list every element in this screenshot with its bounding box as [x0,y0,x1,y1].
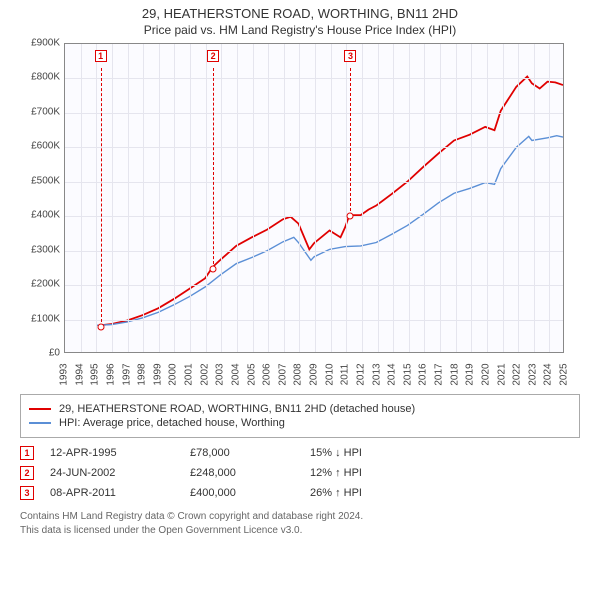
x-tick-label: 2003 [215,363,226,385]
x-tick-label: 2002 [199,363,210,385]
x-tick-label: 2000 [168,363,179,385]
sale-date: 12-APR-1995 [50,447,190,459]
x-tick-label: 2007 [277,363,288,385]
title-block: 29, HEATHERSTONE ROAD, WORTHING, BN11 2H… [0,0,600,39]
x-tick-label: 1999 [152,363,163,385]
x-tick-label: 2010 [324,363,335,385]
sale-row: 2 24-JUN-2002£248,00012% ↑ HPI [20,466,580,480]
x-tick-label: 1995 [90,363,101,385]
legend-item: HPI: Average price, detached house, Wort… [29,417,571,429]
y-tick-label: £500K [20,175,60,186]
sale-dot [210,265,217,272]
y-tick-label: £0 [20,348,60,359]
x-tick-label: 2008 [293,363,304,385]
sale-row: 3 08-APR-2011£400,00026% ↑ HPI [20,486,580,500]
x-tick-label: 2024 [543,363,554,385]
x-tick-label: 1994 [74,363,85,385]
x-tick-label: 2023 [527,363,538,385]
sale-delta: 15% ↓ HPI [310,447,430,459]
x-tick-label: 2018 [449,363,460,385]
legend-item: 29, HEATHERSTONE ROAD, WORTHING, BN11 2H… [29,403,571,415]
x-tick-label: 2004 [230,363,241,385]
y-tick-label: £900K [20,38,60,49]
sale-row: 1 12-APR-1995£78,00015% ↓ HPI [20,446,580,460]
sale-num: 2 [20,466,34,480]
y-tick-label: £300K [20,244,60,255]
x-tick-label: 1998 [137,363,148,385]
x-tick-label: 1997 [121,363,132,385]
x-tick-label: 2025 [559,363,570,385]
x-tick-label: 2022 [512,363,523,385]
sale-delta: 26% ↑ HPI [310,487,430,499]
y-tick-label: £400K [20,210,60,221]
sale-date: 08-APR-2011 [50,487,190,499]
footer-line1: Contains HM Land Registry data © Crown c… [20,510,580,524]
sale-price: £248,000 [190,467,310,479]
sale-dot [347,213,354,220]
y-axis-labels: £0£100K£200K£300K£400K£500K£600K£700K£80… [20,43,62,353]
legend: 29, HEATHERSTONE ROAD, WORTHING, BN11 2H… [20,394,580,438]
plot-area: 1 2 3 [64,43,564,353]
chart: £0 £100K £200K £300K £400K £500K £600K £700K £80… [20,43,580,388]
legend-swatch [29,422,51,424]
x-tick-label: 2006 [262,363,273,385]
y-tick-label: £600K [20,141,60,152]
sale-marker-line [101,68,102,327]
legend-swatch [29,408,51,410]
sale-price: £400,000 [190,487,310,499]
title-address: 29, HEATHERSTONE ROAD, WORTHING, BN11 2H… [0,6,600,21]
sale-marker-1: 1 [95,50,107,62]
x-tick-label: 1996 [105,363,116,385]
x-axis-labels: 1993199419951996199719981999200020012002… [64,355,564,389]
x-tick-label: 2013 [371,363,382,385]
y-tick-label: £200K [20,279,60,290]
sale-dot [97,324,104,331]
sale-price: £78,000 [190,447,310,459]
x-tick-label: 2011 [340,364,351,386]
x-tick-label: 2019 [465,363,476,385]
x-tick-label: 2021 [496,363,507,385]
x-tick-label: 2020 [480,363,491,385]
x-tick-label: 2017 [434,363,445,385]
sale-num: 1 [20,446,34,460]
x-tick-label: 1993 [59,363,70,385]
sale-date: 24-JUN-2002 [50,467,190,479]
legend-label: HPI: Average price, detached house, Wort… [59,417,285,429]
x-tick-label: 2005 [246,363,257,385]
sale-marker-2: 2 [207,50,219,62]
sale-marker-line [213,68,214,269]
footer-line2: This data is licensed under the Open Gov… [20,524,580,538]
x-tick-label: 2014 [387,363,398,385]
x-tick-label: 2009 [309,363,320,385]
sale-marker-line [350,68,351,216]
x-tick-label: 2016 [418,363,429,385]
legend-label: 29, HEATHERSTONE ROAD, WORTHING, BN11 2H… [59,403,415,415]
y-tick-label: £100K [20,313,60,324]
x-tick-label: 2001 [184,363,195,385]
chart-svg [65,44,563,352]
sales-list: 1 12-APR-1995£78,00015% ↓ HPI 2 24-JUN-2002… [20,446,580,500]
title-subtitle: Price paid vs. HM Land Registry's House … [0,23,600,37]
footer: Contains HM Land Registry data © Crown c… [20,510,580,537]
y-tick-label: £700K [20,106,60,117]
sale-num: 3 [20,486,34,500]
x-tick-label: 2015 [402,363,413,385]
x-tick-label: 2012 [355,363,366,385]
sale-marker-3: 3 [344,50,356,62]
sale-delta: 12% ↑ HPI [310,467,430,479]
y-tick-label: £800K [20,72,60,83]
